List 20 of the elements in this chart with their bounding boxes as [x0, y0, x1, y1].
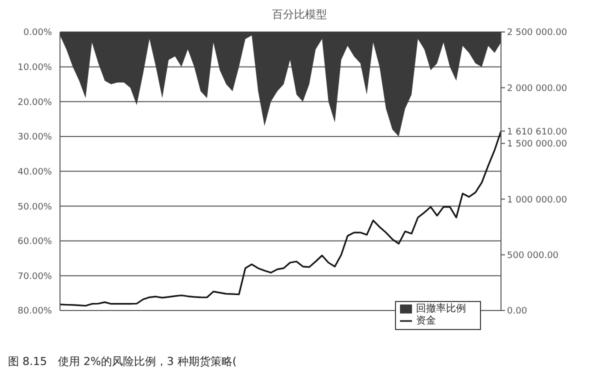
y-tick-label: 80.00% [18, 306, 52, 317]
y-tick-label: 20.00% [18, 98, 52, 108]
y2-tick-label: 1 610 610.00 [507, 127, 568, 138]
y-tick-label: 60.00% [18, 237, 52, 248]
y2-tick-label: 0.00 [507, 306, 528, 317]
chart-title: 百分比模型 [271, 8, 328, 23]
y-tick-label: 70.00% [18, 272, 52, 282]
y2-tick-label: 2 000 000.00 [507, 84, 568, 94]
y2-tick-label: 1 000 000.00 [507, 195, 568, 206]
caption: 图 8.15 使用 2%的风险比例，3 种期货策略( [8, 354, 238, 369]
y-tick-label: 30.00% [18, 132, 52, 143]
y2-tick-label: 1 500 000.00 [507, 140, 568, 150]
y-tick-label: 0.00% [23, 28, 52, 38]
legend-label: 资金 [416, 316, 436, 327]
legend-label: 回撤率比例 [416, 303, 466, 314]
y2-tick-label: 500 000.00 [507, 251, 559, 262]
y-tick-label: 40.00% [18, 167, 52, 178]
y-tick-label: 10.00% [18, 63, 52, 74]
y-tick-label: 50.00% [18, 202, 52, 212]
y2-tick-label: 2 500 000.00 [507, 28, 568, 38]
